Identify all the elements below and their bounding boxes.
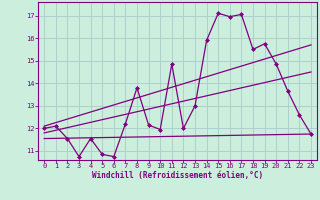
X-axis label: Windchill (Refroidissement éolien,°C): Windchill (Refroidissement éolien,°C) — [92, 171, 263, 180]
